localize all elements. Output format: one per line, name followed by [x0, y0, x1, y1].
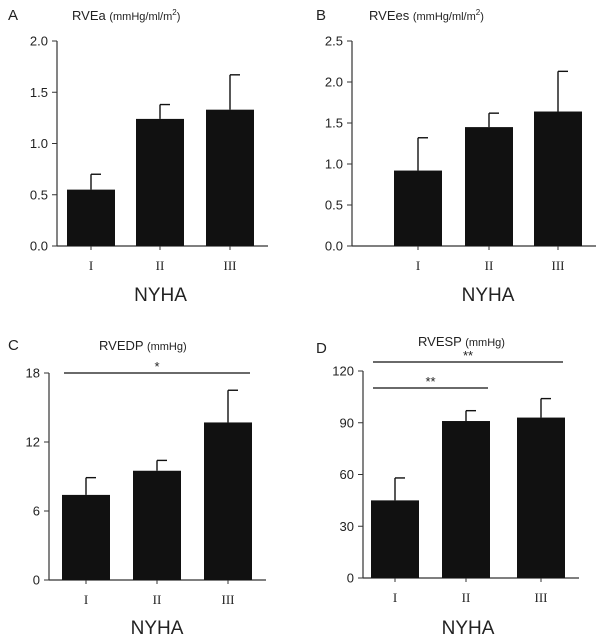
- panel-a-ytick-label: 1.0: [30, 136, 48, 151]
- panel-b-ytick-label: 1.0: [325, 157, 343, 172]
- panel-a-ytick-label: 0.5: [30, 187, 48, 202]
- panel-a-xlabel: NYHA: [134, 285, 187, 306]
- panel-c-bar-iii: [204, 422, 252, 580]
- panel-d-ytick-label: 0: [347, 571, 354, 586]
- panel-b-bar-iii: [534, 111, 582, 247]
- panel-a-category-label: I: [89, 258, 93, 273]
- panel-b-ytick-label: 0.5: [325, 198, 343, 213]
- panel-d-bar-iii: [517, 417, 565, 578]
- panel-c-ytick-label: 6: [33, 504, 40, 519]
- panel-a-bar-i: [67, 189, 115, 246]
- panel-b-ytick-label: 0.0: [325, 239, 343, 254]
- panel-a-ytick-label: 0.0: [30, 239, 48, 254]
- panel-b-xlabel: NYHA: [462, 285, 515, 306]
- panel-a-letter: A: [8, 7, 18, 24]
- panel-b-bar-i: [394, 170, 442, 246]
- panel-d-significance-label: **: [425, 374, 435, 389]
- panel-d-ytick-label: 30: [340, 519, 354, 534]
- panel-b-category-label: I: [416, 258, 420, 273]
- panel-d-category-label: II: [462, 590, 471, 605]
- panel-c-xlabel: NYHA: [131, 618, 184, 638]
- panel-d-category-label: I: [393, 590, 397, 605]
- panel-a-bar-ii: [136, 118, 184, 246]
- panel-d-ytick-label: 60: [340, 467, 354, 482]
- panel-b-bar-ii: [465, 127, 513, 246]
- panel-d-letter: D: [316, 340, 327, 357]
- panel-a-ytick-label: 1.5: [30, 85, 48, 100]
- panel-d-bar-ii: [442, 421, 490, 578]
- panel-c-ytick-label: 0: [33, 573, 40, 588]
- panel-b-ytick-label: 2.5: [325, 34, 343, 49]
- panel-c-category-label: II: [153, 592, 162, 607]
- panel-c-category-label: III: [222, 592, 235, 607]
- panel-c-bar-ii: [133, 470, 181, 580]
- panel-a-category-label: III: [224, 258, 237, 273]
- panel-d-ytick-label: 90: [340, 415, 354, 430]
- panel-c-bar-i: [62, 494, 110, 580]
- panel-a-title: RVEa (mmHg/ml/m2): [72, 8, 180, 23]
- panel-c-ytick-label: 18: [26, 366, 40, 381]
- panel-d-xlabel: NYHA: [442, 618, 495, 638]
- panel-c-significance-label: *: [154, 359, 159, 374]
- panel-c-title: RVEDP (mmHg): [99, 338, 187, 353]
- panel-b-letter: B: [316, 7, 326, 24]
- panel-c-letter: C: [8, 337, 19, 354]
- panel-d-ytick-label: 120: [332, 364, 354, 379]
- panel-d-title: RVESP (mmHg): [418, 334, 505, 349]
- panel-d-bar-i: [371, 500, 419, 578]
- panel-b-category-label: II: [485, 258, 494, 273]
- panel-d-category-label: III: [535, 590, 548, 605]
- panel-c-category-label: I: [84, 592, 88, 607]
- panel-a-ytick-label: 2.0: [30, 34, 48, 49]
- panel-a-bar-iii: [206, 109, 254, 246]
- panel-b-ytick-label: 1.5: [325, 116, 343, 131]
- panel-c-ytick-label: 12: [26, 435, 40, 450]
- panel-a-category-label: II: [156, 258, 165, 273]
- panel-b-title: RVEes (mmHg/ml/m2): [369, 8, 484, 23]
- panel-b-ytick-label: 2.0: [325, 75, 343, 90]
- panel-d-significance-label: **: [463, 348, 473, 363]
- panel-b-category-label: III: [552, 258, 565, 273]
